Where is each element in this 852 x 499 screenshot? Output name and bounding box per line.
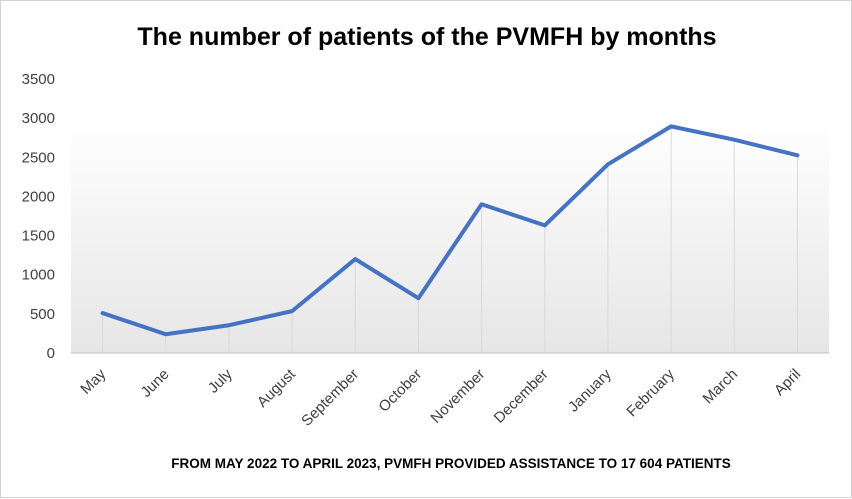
x-tick-label: September — [298, 366, 362, 430]
x-tick-label: January — [565, 365, 615, 415]
x-tick-label: May — [77, 365, 109, 397]
y-tick-label: 1500 — [22, 228, 55, 245]
plot-area — [71, 118, 829, 354]
y-tick-label: 3000 — [22, 110, 55, 127]
x-tick-label: October — [375, 366, 425, 416]
x-tick-label: July — [205, 365, 236, 396]
y-tick-label: 3500 — [22, 71, 55, 88]
x-tick-label: June — [138, 366, 173, 401]
x-tick-label: February — [623, 365, 678, 420]
x-tick-label: November — [427, 366, 488, 427]
footnote: FROM MAY 2022 TO APRIL 2023, PVMFH PROVI… — [171, 456, 730, 471]
y-tick-label: 2000 — [22, 188, 55, 205]
x-tick-label: March — [700, 366, 741, 407]
y-tick-label: 0 — [47, 345, 55, 362]
x-tick-label: August — [254, 365, 300, 411]
y-tick-label: 2500 — [22, 149, 55, 166]
series-line-patients — [100, 124, 800, 337]
chart-title: The number of patients of the PVMFH by m… — [137, 23, 716, 51]
y-tick-label: 500 — [30, 306, 55, 323]
x-tick-label: April — [771, 366, 804, 399]
y-tick-label: 1000 — [22, 267, 55, 284]
x-tick-label: December — [491, 366, 552, 427]
